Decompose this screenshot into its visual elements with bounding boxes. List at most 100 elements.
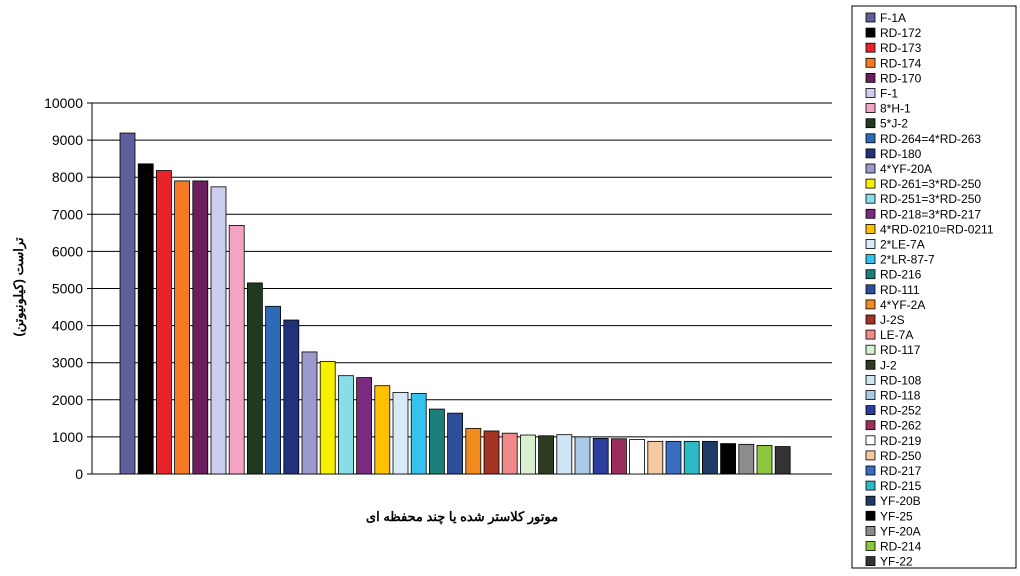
legend-label: RD-108 bbox=[880, 373, 922, 387]
legend-label: RD-252 bbox=[880, 404, 922, 418]
legend-label: YF-25 bbox=[880, 509, 913, 523]
legend-label: RD-180 bbox=[880, 147, 922, 161]
legend-swatch bbox=[865, 299, 876, 310]
legend-swatch bbox=[865, 329, 876, 340]
legend-label: 2*LE-7A bbox=[880, 238, 925, 252]
legend-box bbox=[851, 5, 1017, 569]
bar bbox=[392, 391, 409, 475]
legend-swatch bbox=[865, 556, 876, 566]
legend-label: 5*J-2 bbox=[880, 117, 908, 131]
legend-label: RD-111 bbox=[880, 283, 920, 297]
legend-swatch bbox=[865, 269, 876, 280]
bar bbox=[538, 435, 554, 475]
bar bbox=[301, 351, 318, 475]
bar bbox=[265, 305, 282, 475]
y-tick-label: 8000 bbox=[52, 169, 83, 185]
y-tick-label: 5000 bbox=[52, 281, 83, 297]
y-tick-label: 10000 bbox=[44, 95, 83, 111]
bar bbox=[319, 361, 336, 475]
legend-label: RD-174 bbox=[880, 56, 922, 70]
legend-swatch bbox=[865, 239, 876, 249]
bar bbox=[647, 440, 664, 475]
bar bbox=[501, 432, 518, 475]
legend-swatch bbox=[865, 450, 876, 461]
legend-swatch bbox=[865, 12, 876, 23]
legend-label: 4*RD-0210=RD-0211 bbox=[880, 222, 994, 236]
bar bbox=[246, 282, 263, 475]
legend-swatch bbox=[865, 314, 876, 325]
legend-swatch bbox=[865, 480, 876, 491]
bar bbox=[520, 434, 536, 475]
legend-label: F-1A bbox=[880, 11, 906, 25]
bar bbox=[210, 186, 227, 475]
y-tick-label: 3000 bbox=[52, 355, 83, 371]
legend-swatch bbox=[865, 148, 876, 159]
bar bbox=[155, 170, 172, 475]
legend-label: RD-251=3*RD-250 bbox=[880, 192, 981, 206]
legend-swatch bbox=[865, 27, 876, 38]
legend-label: RD-170 bbox=[880, 71, 922, 85]
legend-swatch bbox=[865, 344, 876, 355]
bar bbox=[337, 375, 354, 475]
legend-swatch bbox=[865, 118, 876, 129]
legend-label: F-1 bbox=[880, 87, 898, 101]
legend-label: YF-20A bbox=[880, 524, 921, 538]
y-tick-label: 7000 bbox=[52, 206, 83, 222]
x-axis-title: موتور کلاستر شده یا چند محفظه ای bbox=[366, 509, 558, 525]
bar bbox=[356, 377, 373, 475]
y-tick-labels: 0 1000 2000 3000 4000 5000 6000 7000 8000 9000 100… bbox=[44, 95, 83, 482]
legend-swatch bbox=[865, 435, 876, 446]
bar bbox=[447, 412, 464, 475]
legend-swatch bbox=[865, 390, 876, 400]
legend-label: RD-214 bbox=[880, 540, 922, 554]
legend-swatch bbox=[865, 284, 876, 295]
legend-label: RD-262 bbox=[880, 419, 922, 433]
bar bbox=[137, 163, 154, 475]
legend-swatch bbox=[865, 223, 876, 234]
bar bbox=[756, 445, 773, 475]
bar bbox=[465, 427, 482, 475]
legend-label: YF-20B bbox=[880, 494, 921, 508]
legend-label: RD-216 bbox=[880, 268, 922, 282]
legend-swatch bbox=[865, 254, 876, 265]
legend-label: RD-250 bbox=[880, 449, 922, 463]
bar bbox=[556, 434, 573, 475]
legend-label: RD-217 bbox=[880, 464, 922, 478]
bar bbox=[428, 408, 445, 475]
legend-label: RD-264=4*RD-263 bbox=[880, 132, 981, 146]
bar bbox=[374, 385, 391, 475]
bar bbox=[683, 440, 700, 475]
bar bbox=[611, 438, 627, 475]
bar bbox=[720, 443, 736, 475]
legend-swatch bbox=[865, 57, 876, 68]
legend-swatch bbox=[865, 465, 876, 476]
legend-label: LE-7A bbox=[880, 328, 913, 342]
bar bbox=[665, 440, 682, 475]
legend-label: RD-215 bbox=[880, 479, 922, 493]
y-tick-label: 0 bbox=[75, 466, 83, 482]
legend-swatch bbox=[865, 420, 876, 431]
legend-label: J-2 bbox=[880, 358, 897, 372]
legend-label: RD-118 bbox=[880, 389, 921, 403]
legend-label: YF-22 bbox=[880, 555, 913, 569]
y-axis-title: تراست (کیلونیوتن) bbox=[11, 237, 27, 337]
bar bbox=[702, 440, 718, 475]
legend-swatch bbox=[865, 73, 876, 83]
legend-label: RD-219 bbox=[880, 434, 922, 448]
bar bbox=[483, 430, 500, 475]
bar bbox=[283, 319, 300, 475]
legend-swatch bbox=[865, 208, 876, 219]
bar bbox=[410, 393, 427, 475]
legend-swatch bbox=[865, 405, 876, 416]
bar bbox=[174, 180, 191, 475]
y-tick-label: 1000 bbox=[52, 429, 83, 445]
legend-swatch bbox=[865, 359, 876, 370]
bar bbox=[228, 225, 245, 475]
bar bbox=[774, 446, 791, 475]
bar bbox=[592, 437, 609, 475]
legend-label: 8*H-1 bbox=[880, 102, 911, 116]
y-tick-label: 2000 bbox=[52, 392, 83, 408]
legend-swatch bbox=[865, 42, 876, 53]
